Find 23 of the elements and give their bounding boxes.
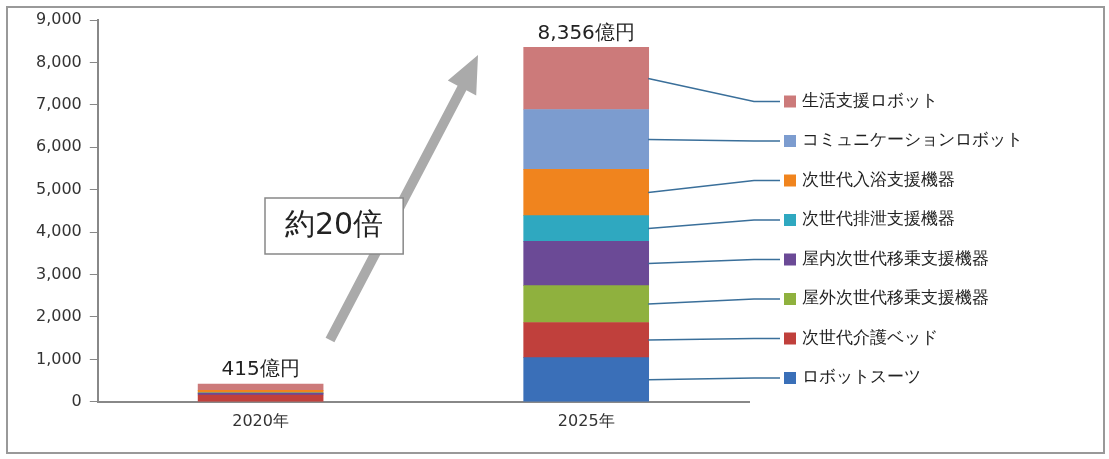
- y-tick-label: 3,000: [35, 263, 82, 283]
- legend-label: コミュニケーションロボット: [802, 129, 1023, 150]
- y-tick-label: 1,000: [35, 348, 82, 368]
- legend-label: 次世代排泄支援機器: [802, 208, 955, 229]
- legend-label: 屋内次世代移乗支援機器: [802, 247, 989, 268]
- y-tick-label: 0: [71, 390, 82, 410]
- legend-label: 生活支援ロボット: [802, 89, 938, 110]
- annotation: 約20倍: [285, 205, 384, 241]
- legend-label: 次世代介護ベッド: [802, 326, 938, 347]
- x-tick-label: 2025年: [557, 410, 615, 430]
- total-label: 415億円: [221, 356, 300, 381]
- legend-label: ロボットスーツ: [802, 366, 921, 387]
- y-tick-label: 4,000: [35, 221, 82, 241]
- y-tick-label: 2,000: [35, 306, 82, 326]
- y-tick-label: 6,000: [35, 136, 82, 156]
- y-tick-label: 7,000: [35, 94, 82, 113]
- legend-label: 次世代入浴支援機器: [802, 168, 955, 189]
- legend-label: 屋外次世代移乗支援機器: [802, 287, 989, 308]
- total-label: 8,356億円: [537, 19, 635, 44]
- y-tick-label: 8,000: [35, 51, 82, 71]
- y-tick-label: 9,000: [35, 9, 82, 29]
- y-tick-label: 5,000: [35, 178, 82, 198]
- x-tick-label: 2020年: [232, 410, 289, 430]
